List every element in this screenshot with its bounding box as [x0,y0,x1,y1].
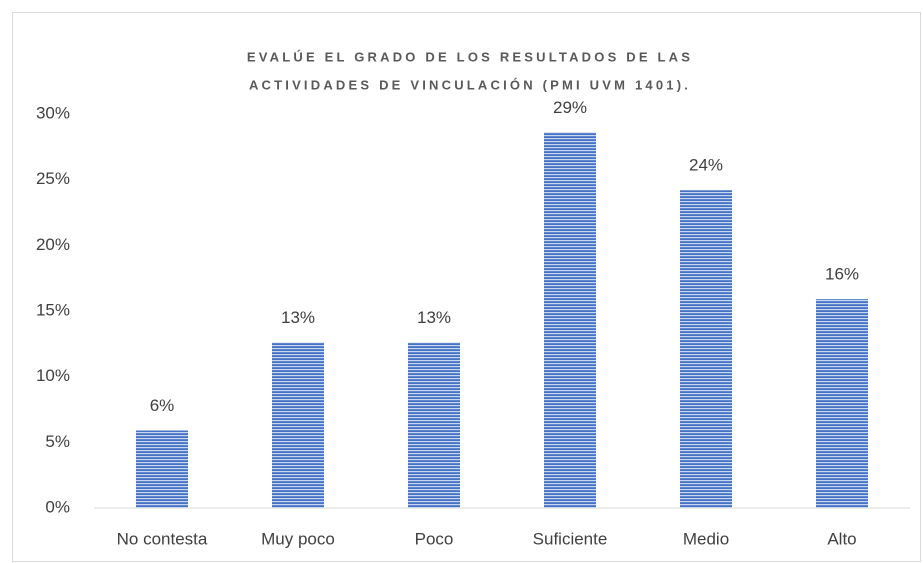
value-label: 13% [417,308,451,327]
chart-title: ACTIVIDADES DE VINCULACIÓN (PMI UVM 1401… [249,77,691,92]
value-label: 16% [825,265,859,284]
y-tick-label: 10% [36,366,70,385]
x-tick-label: Alto [827,529,856,548]
y-tick-label: 20% [36,235,70,254]
value-label: 29% [553,98,587,117]
bar [136,430,188,508]
x-tick-label: No contesta [117,529,208,548]
y-tick-label: 15% [36,300,70,319]
bar [680,190,732,508]
y-tick-label: 0% [45,497,70,516]
chart-title: EVALÚE EL GRADO DE LOS RESULTADOS DE LAS [247,49,693,64]
bar [272,342,324,508]
y-tick-label: 30% [36,103,70,122]
x-tick-label: Muy poco [261,529,335,548]
value-label: 24% [689,156,723,175]
x-tick-label: Suficiente [533,529,608,548]
value-label: 6% [150,396,175,415]
bar [544,132,596,509]
bar [408,342,460,508]
value-label: 13% [281,308,315,327]
x-tick-label: Poco [415,529,454,548]
x-tick-label: Medio [683,529,729,548]
y-tick-label: 25% [36,169,70,188]
y-tick-label: 5% [45,432,70,451]
bar [816,299,868,508]
